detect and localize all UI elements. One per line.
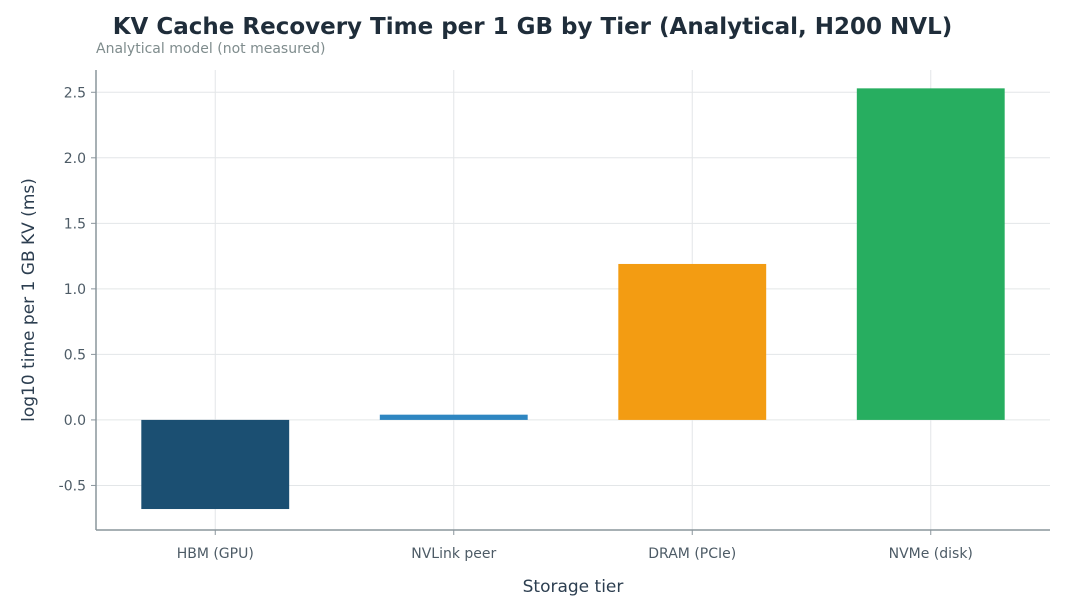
bar-2 — [379, 414, 528, 420]
y-tick-label: 2.0 — [64, 151, 86, 167]
chart-title: KV Cache Recovery Time per 1 GB by Tier … — [112, 14, 953, 40]
y-tick-label: 1.0 — [64, 282, 86, 298]
x-tick-label: DRAM (PCIe) — [648, 546, 736, 562]
axes — [91, 70, 1050, 535]
y-tick-label: 0.0 — [64, 413, 86, 429]
x-tick-label: HBM (GPU) — [177, 546, 254, 562]
bar-1 — [141, 419, 290, 510]
y-tick-labels: -0.5 0.0 0.5 1.0 1.5 2.0 2.5 — [59, 85, 86, 494]
x-tick-label: NVLink peer — [411, 546, 496, 562]
x-axis-label: Storage tier — [523, 577, 624, 597]
y-tick-label: -0.5 — [59, 478, 86, 494]
y-tick-label: 0.5 — [64, 347, 86, 363]
bar-3 — [618, 263, 767, 420]
y-tick-label: 1.5 — [64, 216, 86, 232]
x-tick-labels: HBM (GPU) NVLink peer DRAM (PCIe) NVMe (dis… — [177, 546, 973, 562]
y-axis-label: log10 time per 1 GB KV (ms) — [19, 178, 39, 422]
bar-4 — [856, 88, 1005, 420]
y-tick-label: 2.5 — [64, 85, 86, 101]
chart-subtitle: Analytical model (not measured) — [96, 41, 326, 57]
bars — [141, 88, 1005, 510]
x-tick-label: NVMe (disk) — [889, 546, 973, 562]
